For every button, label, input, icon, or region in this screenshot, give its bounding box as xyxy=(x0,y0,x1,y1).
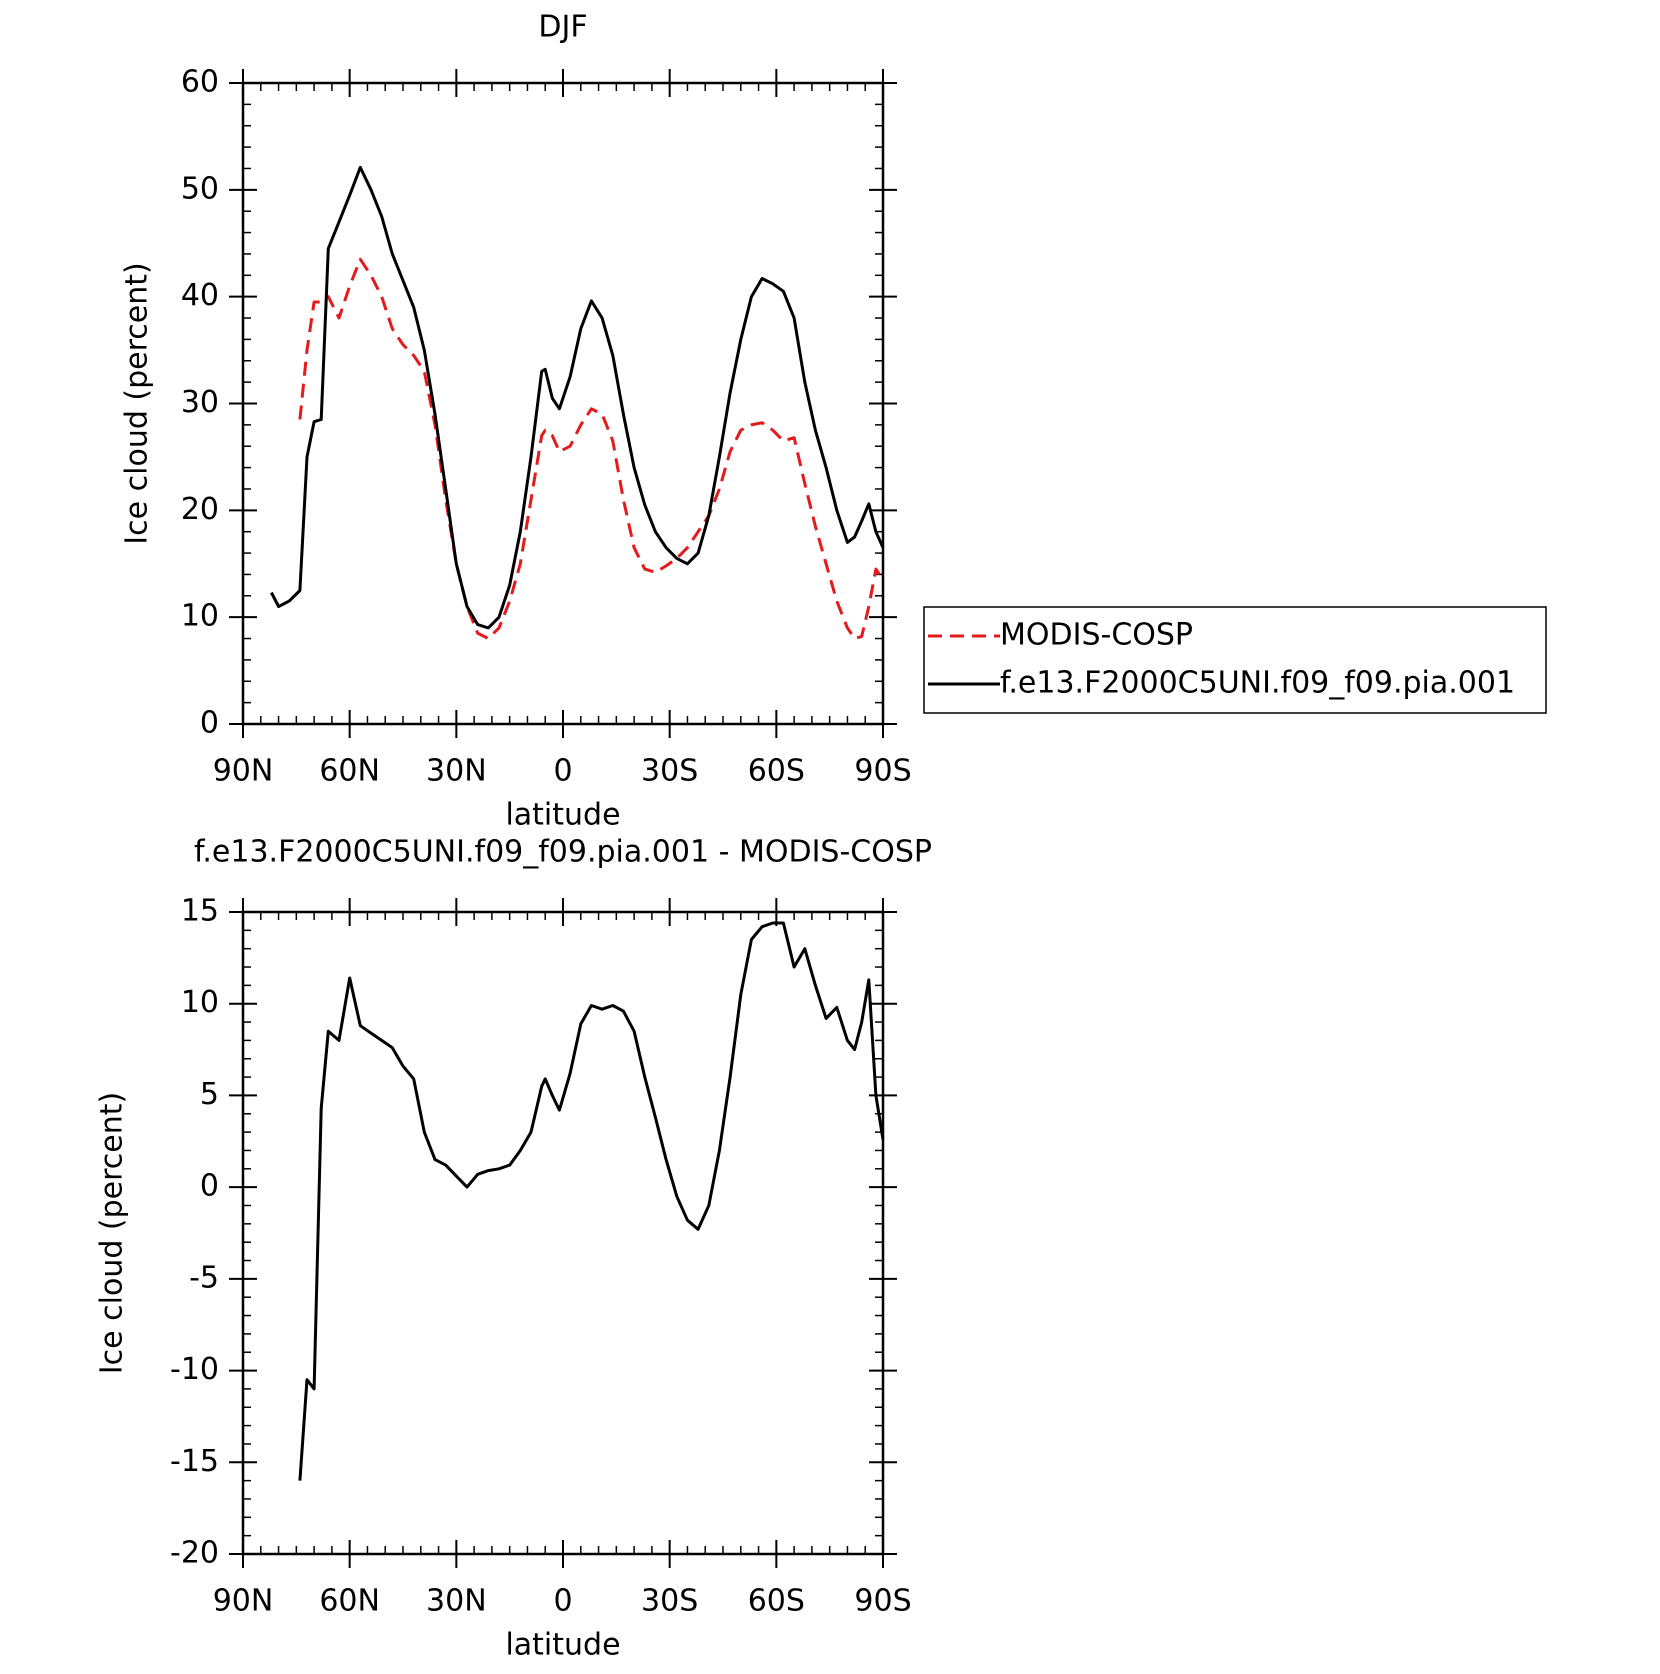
y-tick-label: 0 xyxy=(200,1169,219,1204)
x-tick-label: 90N xyxy=(213,1584,274,1619)
x-tick-label: 30S xyxy=(641,754,698,789)
x-tick-label: 90S xyxy=(854,754,911,789)
y-tick-label: -15 xyxy=(170,1444,219,1479)
y-tick-label: 10 xyxy=(181,599,219,634)
x-tick-label: 60S xyxy=(748,754,805,789)
data-line xyxy=(270,165,885,630)
legend-label: f.e13.F2000C5UNI.f09_f09.pia.001 xyxy=(1000,666,1515,701)
y-tick-label: 15 xyxy=(181,894,219,929)
x-tick-label: 30N xyxy=(426,754,487,789)
y-tick-label: 30 xyxy=(181,385,219,420)
x-tick-label: 90S xyxy=(854,1584,911,1619)
x-axis-label: latitude xyxy=(505,798,620,833)
legend-label: MODIS-COSP xyxy=(1000,618,1193,653)
y-axis-label: Ice cloud (percent) xyxy=(120,262,155,544)
x-tick-label: 0 xyxy=(553,1584,572,1619)
chart-title: DJF xyxy=(538,10,587,45)
x-tick-label: 30S xyxy=(641,1584,698,1619)
y-axis-label: Ice cloud (percent) xyxy=(95,1092,130,1374)
y-tick-label: -10 xyxy=(170,1352,219,1387)
data-line xyxy=(298,921,885,1481)
y-tick-label: 50 xyxy=(181,171,219,206)
x-tick-label: 60N xyxy=(319,1584,380,1619)
x-axis-label: latitude xyxy=(505,1628,620,1663)
plot-frame xyxy=(241,910,885,1556)
plot-frame xyxy=(241,81,885,726)
y-tick-label: 5 xyxy=(200,1077,219,1112)
x-tick-label: 60N xyxy=(319,754,380,789)
y-tick-label: 40 xyxy=(181,278,219,313)
x-tick-label: 60S xyxy=(748,1584,805,1619)
y-tick-label: 10 xyxy=(181,985,219,1020)
x-tick-label: 90N xyxy=(213,754,274,789)
y-tick-label: -5 xyxy=(189,1260,219,1295)
y-tick-label: 60 xyxy=(181,65,219,100)
y-tick-label: 0 xyxy=(200,706,219,741)
y-tick-label: -20 xyxy=(170,1536,219,1571)
x-tick-label: 30N xyxy=(426,1584,487,1619)
y-tick-label: 20 xyxy=(181,492,219,527)
x-tick-label: 0 xyxy=(553,754,572,789)
data-line xyxy=(298,257,885,640)
chart-title: f.e13.F2000C5UNI.f09_f09.pia.001 - MODIS… xyxy=(194,835,932,870)
legend-box xyxy=(923,606,1547,714)
